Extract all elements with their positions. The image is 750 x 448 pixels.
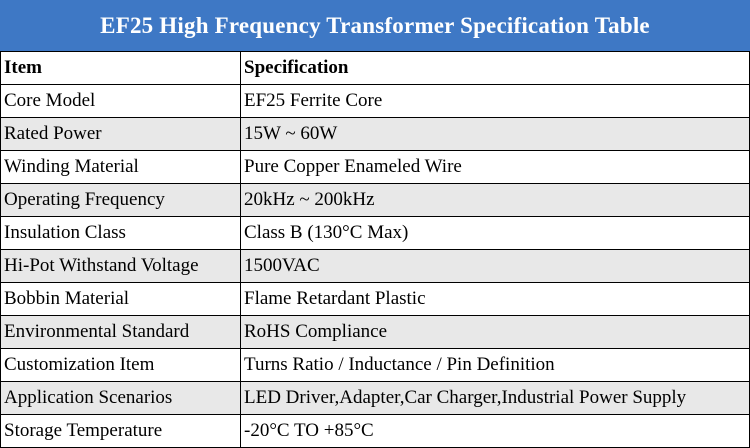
table-row: Application Scenarios LED Driver,Adapter…: [0, 381, 750, 415]
table-row: Winding Material Pure Copper Enameled Wi…: [0, 150, 750, 184]
item-cell: Core Model: [0, 84, 241, 118]
table-row: Customization Item Turns Ratio / Inducta…: [0, 348, 750, 382]
specification-cell: EF25 Ferrite Core: [240, 84, 750, 118]
table-row: Rated Power 15W ~ 60W: [0, 117, 750, 151]
item-cell: Rated Power: [0, 117, 241, 151]
specification-cell: LED Driver,Adapter,Car Charger,Industria…: [240, 381, 750, 415]
item-cell: Application Scenarios: [0, 381, 241, 415]
table-row: Bobbin Material Flame Retardant Plastic: [0, 282, 750, 316]
item-cell: Bobbin Material: [0, 282, 241, 316]
table-row: Operating Frequency 20kHz ~ 200kHz: [0, 183, 750, 217]
specification-cell: 15W ~ 60W: [240, 117, 750, 151]
item-cell: Winding Material: [0, 150, 241, 184]
specification-cell: 1500VAC: [240, 249, 750, 283]
specification-cell: RoHS Compliance: [240, 315, 750, 349]
header-specification: Specification: [240, 51, 750, 85]
specification-cell: Turns Ratio / Inductance / Pin Definitio…: [240, 348, 750, 382]
item-cell: Storage Temperature: [0, 414, 241, 448]
table-row: Core Model EF25 Ferrite Core: [0, 84, 750, 118]
specification-cell: -20°C TO +85°C: [240, 414, 750, 448]
item-cell: Customization Item: [0, 348, 241, 382]
title-bar: EF25 High Frequency Transformer Specific…: [0, 0, 750, 51]
specification-cell: Class B (130°C Max): [240, 216, 750, 250]
specification-cell: Pure Copper Enameled Wire: [240, 150, 750, 184]
table-header-row: Item Specification: [0, 51, 750, 85]
specification-cell: Flame Retardant Plastic: [240, 282, 750, 316]
item-cell: Operating Frequency: [0, 183, 241, 217]
specification-cell: 20kHz ~ 200kHz: [240, 183, 750, 217]
page-title: EF25 High Frequency Transformer Specific…: [100, 12, 650, 38]
item-cell: Environmental Standard: [0, 315, 241, 349]
table-row: Insulation Class Class B (130°C Max): [0, 216, 750, 250]
item-cell: Hi-Pot Withstand Voltage: [0, 249, 241, 283]
table-row: Hi-Pot Withstand Voltage 1500VAC: [0, 249, 750, 283]
table-row: Storage Temperature -20°C TO +85°C: [0, 414, 750, 448]
item-cell: Insulation Class: [0, 216, 241, 250]
header-item: Item: [0, 51, 241, 85]
spec-table: Item Specification Core Model EF25 Ferri…: [0, 51, 750, 448]
table-row: Environmental Standard RoHS Compliance: [0, 315, 750, 349]
